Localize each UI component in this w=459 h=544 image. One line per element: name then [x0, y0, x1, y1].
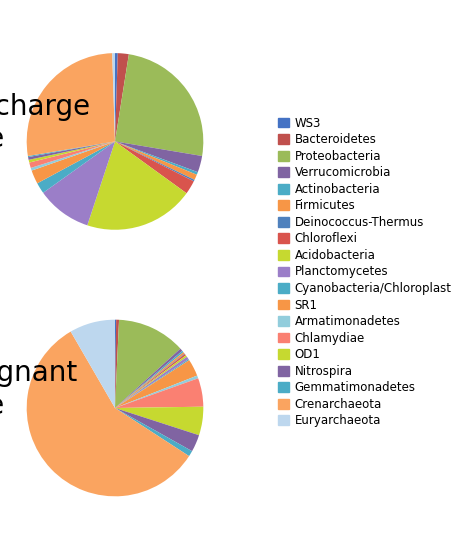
Wedge shape	[115, 53, 118, 141]
Wedge shape	[115, 141, 193, 193]
Wedge shape	[112, 53, 115, 141]
Text: Stagnant
Site: Stagnant Site	[0, 360, 78, 420]
Wedge shape	[115, 320, 116, 408]
Text: Discharge
Site: Discharge Site	[0, 93, 90, 153]
Wedge shape	[115, 54, 203, 156]
Wedge shape	[115, 53, 129, 141]
Wedge shape	[28, 141, 115, 163]
Wedge shape	[115, 352, 184, 408]
Wedge shape	[115, 141, 196, 180]
Legend: WS3, Bacteroidetes, Proteobacteria, Verrucomicrobia, Actinobacteria, Firmicutes,: WS3, Bacteroidetes, Proteobacteria, Verr…	[275, 114, 453, 430]
Wedge shape	[115, 378, 203, 408]
Wedge shape	[115, 357, 188, 408]
Wedge shape	[115, 349, 182, 408]
Wedge shape	[115, 354, 185, 408]
Wedge shape	[115, 141, 194, 181]
Wedge shape	[115, 360, 197, 408]
Wedge shape	[115, 407, 203, 435]
Wedge shape	[31, 141, 115, 171]
Wedge shape	[115, 351, 183, 408]
Wedge shape	[27, 332, 189, 496]
Wedge shape	[29, 141, 115, 168]
Wedge shape	[37, 141, 115, 193]
Wedge shape	[43, 141, 115, 225]
Wedge shape	[32, 141, 115, 183]
Wedge shape	[28, 141, 115, 157]
Wedge shape	[115, 354, 185, 408]
Wedge shape	[115, 408, 199, 451]
Wedge shape	[115, 408, 192, 456]
Wedge shape	[71, 320, 115, 408]
Wedge shape	[115, 320, 180, 408]
Wedge shape	[27, 53, 115, 156]
Wedge shape	[115, 375, 198, 408]
Wedge shape	[87, 141, 186, 230]
Wedge shape	[115, 359, 189, 408]
Wedge shape	[28, 141, 115, 160]
Wedge shape	[115, 141, 197, 175]
Wedge shape	[115, 141, 202, 172]
Wedge shape	[115, 320, 119, 408]
Wedge shape	[115, 355, 186, 408]
